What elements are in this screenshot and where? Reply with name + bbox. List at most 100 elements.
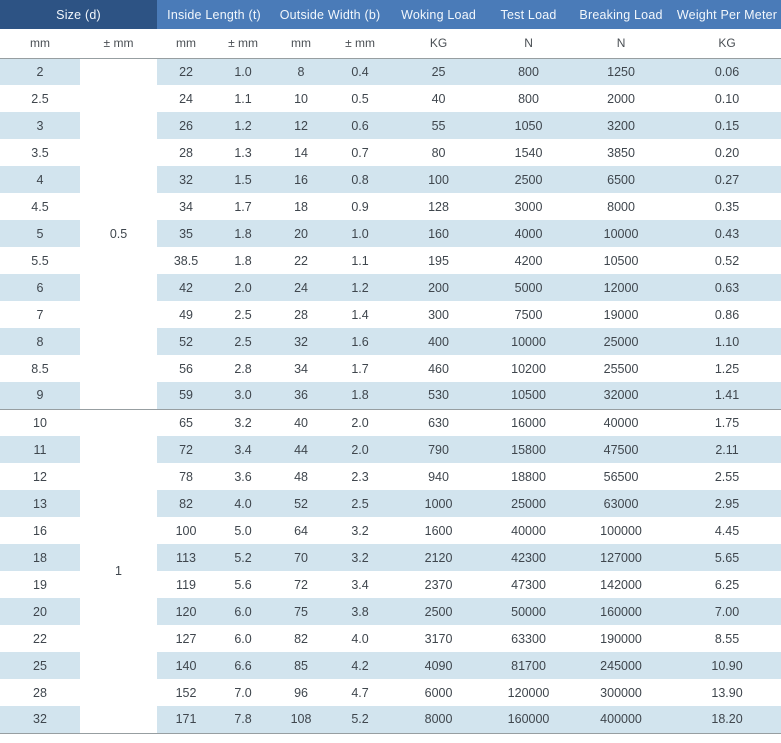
- table-row: 16 100 5.0 64 3.2 1600 40000 100000 4.45: [0, 517, 781, 544]
- inside-length-tolerance-cell: 1.5: [215, 166, 272, 193]
- inside-length-tolerance-cell: 1.1: [215, 85, 272, 112]
- table-row: 10 1 65 3.2 40 2.0 630 16000 40000 1.75: [0, 409, 781, 734]
- test-load-cell: 18800: [488, 463, 570, 490]
- inside-length-tolerance-cell: 6.0: [215, 598, 272, 625]
- inside-length-mm-cell: 24: [157, 85, 216, 112]
- size-cell: 13: [0, 490, 80, 517]
- outside-width-mm-cell: 40: [271, 409, 332, 436]
- unit-woking-load: KG: [389, 29, 489, 59]
- test-load-cell: 160000: [488, 706, 570, 734]
- table-row: 18 113 5.2 70 3.2 2120 42300 127000 5.65: [0, 544, 781, 571]
- test-load-cell: 50000: [488, 598, 570, 625]
- unit-test-load: N: [488, 29, 570, 59]
- weight-per-meter-cell: 8.55: [673, 625, 781, 652]
- woking-load-cell: 790: [389, 436, 489, 463]
- outside-width-tolerance-cell: 3.2: [331, 517, 390, 544]
- test-load-cell: 120000: [488, 679, 570, 706]
- outside-width-tolerance-cell: 0.6: [331, 112, 390, 139]
- inside-length-tolerance-cell: 3.4: [215, 436, 272, 463]
- header-breaking-load: Breaking Load: [569, 0, 674, 29]
- woking-load-cell: 40: [389, 85, 489, 112]
- test-load-cell: 16000: [488, 409, 570, 436]
- spec-table-body: 2 0.5 22 1.0 8 0.4 25 800 1250 0.06 2.5 24 1.1 10 0.5 4…: [0, 58, 781, 734]
- inside-length-mm-cell: 120: [157, 598, 216, 625]
- size-cell: 8.5: [0, 355, 80, 382]
- header-weight-per-meter: Weight Per Meter: [673, 0, 781, 29]
- weight-per-meter-cell: 13.90: [673, 679, 781, 706]
- outside-width-mm-cell: 85: [271, 652, 332, 679]
- inside-length-tolerance-cell: 7.8: [215, 706, 272, 734]
- inside-length-tolerance-cell: 1.0: [215, 58, 272, 85]
- inside-length-mm-cell: 119: [157, 571, 216, 598]
- woking-load-cell: 100: [389, 166, 489, 193]
- outside-width-tolerance-cell: 1.8: [331, 382, 390, 410]
- weight-per-meter-cell: 10.90: [673, 652, 781, 679]
- unit-weight-per-meter: KG: [673, 29, 781, 59]
- outside-width-mm-cell: 20: [271, 220, 332, 247]
- test-load-cell: 800: [488, 85, 570, 112]
- breaking-load-cell: 10000: [569, 220, 674, 247]
- weight-per-meter-cell: 0.10: [673, 85, 781, 112]
- outside-width-tolerance-cell: 1.6: [331, 328, 390, 355]
- inside-length-mm-cell: 100: [157, 517, 216, 544]
- breaking-load-cell: 142000: [569, 571, 674, 598]
- size-tolerance-cell: 0.5: [80, 58, 158, 410]
- outside-width-tolerance-cell: 4.2: [331, 652, 390, 679]
- woking-load-cell: 400: [389, 328, 489, 355]
- inside-length-mm-cell: 56: [157, 355, 216, 382]
- unit-breaking-load: N: [569, 29, 674, 59]
- size-cell: 18: [0, 544, 80, 571]
- table-row: 12 78 3.6 48 2.3 940 18800 56500 2.55: [0, 463, 781, 490]
- outside-width-tolerance-cell: 5.2: [331, 706, 390, 734]
- inside-length-mm-cell: 171: [157, 706, 216, 734]
- inside-length-tolerance-cell: 6.0: [215, 625, 272, 652]
- woking-load-cell: 55: [389, 112, 489, 139]
- woking-load-cell: 530: [389, 382, 489, 410]
- breaking-load-cell: 2000: [569, 85, 674, 112]
- inside-length-tolerance-cell: 3.6: [215, 463, 272, 490]
- table-row: 5 35 1.8 20 1.0 160 4000 10000 0.43: [0, 220, 781, 247]
- outside-width-tolerance-cell: 2.3: [331, 463, 390, 490]
- inside-length-mm-cell: 22: [157, 58, 216, 85]
- weight-per-meter-cell: 0.63: [673, 274, 781, 301]
- test-load-cell: 10000: [488, 328, 570, 355]
- weight-per-meter-cell: 1.41: [673, 382, 781, 410]
- outside-width-mm-cell: 52: [271, 490, 332, 517]
- unit-outside-width-tolerance: ± mm: [331, 29, 390, 59]
- size-cell: 7: [0, 301, 80, 328]
- table-row: 13 82 4.0 52 2.5 1000 25000 63000 2.95: [0, 490, 781, 517]
- test-load-cell: 800: [488, 58, 570, 85]
- outside-width-tolerance-cell: 0.8: [331, 166, 390, 193]
- weight-per-meter-cell: 2.11: [673, 436, 781, 463]
- breaking-load-cell: 3850: [569, 139, 674, 166]
- inside-length-tolerance-cell: 7.0: [215, 679, 272, 706]
- weight-per-meter-cell: 1.10: [673, 328, 781, 355]
- table-row: 11 72 3.4 44 2.0 790 15800 47500 2.11: [0, 436, 781, 463]
- inside-length-mm-cell: 82: [157, 490, 216, 517]
- inside-length-mm-cell: 38.5: [157, 247, 216, 274]
- woking-load-cell: 3170: [389, 625, 489, 652]
- size-cell: 5: [0, 220, 80, 247]
- inside-length-mm-cell: 65: [157, 409, 216, 436]
- test-load-cell: 81700: [488, 652, 570, 679]
- table-row: 3 26 1.2 12 0.6 55 1050 3200 0.15: [0, 112, 781, 139]
- breaking-load-cell: 25500: [569, 355, 674, 382]
- outside-width-mm-cell: 108: [271, 706, 332, 734]
- breaking-load-cell: 25000: [569, 328, 674, 355]
- inside-length-mm-cell: 52: [157, 328, 216, 355]
- outside-width-mm-cell: 34: [271, 355, 332, 382]
- breaking-load-cell: 12000: [569, 274, 674, 301]
- size-tolerance-cell: 1: [80, 409, 158, 734]
- breaking-load-cell: 32000: [569, 382, 674, 410]
- weight-per-meter-cell: 1.75: [673, 409, 781, 436]
- inside-length-mm-cell: 152: [157, 679, 216, 706]
- inside-length-mm-cell: 78: [157, 463, 216, 490]
- test-load-cell: 1540: [488, 139, 570, 166]
- test-load-cell: 2500: [488, 166, 570, 193]
- outside-width-mm-cell: 24: [271, 274, 332, 301]
- inside-length-mm-cell: 28: [157, 139, 216, 166]
- inside-length-tolerance-cell: 1.8: [215, 247, 272, 274]
- inside-length-tolerance-cell: 6.6: [215, 652, 272, 679]
- size-cell: 4.5: [0, 193, 80, 220]
- woking-load-cell: 630: [389, 409, 489, 436]
